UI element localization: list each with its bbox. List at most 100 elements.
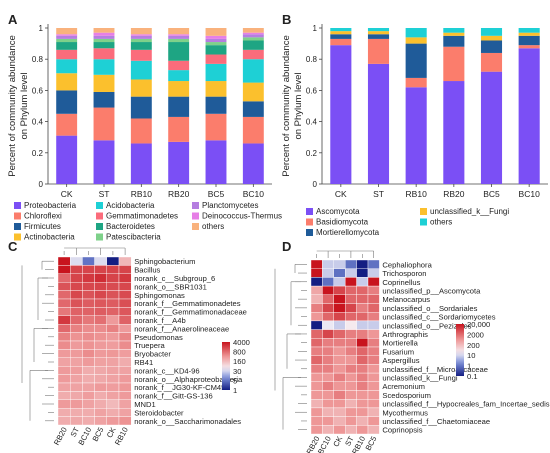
legend-item: Planctomycetes [192, 201, 258, 210]
bar-segment [443, 46, 465, 82]
bar-segment [168, 141, 190, 184]
row-label: norank_f__Gemmatimonadetes [134, 299, 241, 308]
heatmap-cell [118, 315, 132, 325]
heatmap-cell [106, 391, 120, 400]
bar-segment [93, 38, 115, 43]
heatmap-cell [69, 382, 83, 392]
row-label: Coprinellus [382, 278, 420, 287]
heatmap-cell [333, 320, 346, 330]
heatmap-cell [345, 390, 357, 400]
row-label: unclassified_p__Ascomycota [382, 286, 481, 295]
bar-segment [93, 42, 115, 49]
heatmap-cell [118, 265, 132, 274]
heatmap-cell [367, 268, 380, 278]
bar-segment [168, 70, 190, 82]
y-axis-label: Percent of community abundance on Phylum … [281, 35, 304, 177]
row-label: Pseudomonas [134, 333, 183, 342]
heatmap-cell [356, 259, 369, 269]
legend-item: Acidobacteria [96, 201, 155, 210]
heatmap-cell [106, 382, 120, 392]
bar-segment [205, 38, 227, 43]
legend-label: Ascomycota [316, 207, 360, 216]
row-label: Fusarium [382, 347, 414, 356]
bar-segment [205, 42, 227, 46]
row-label: Sphingomonas [134, 291, 185, 300]
heatmap-cell [322, 381, 334, 391]
bar-segment [330, 34, 352, 39]
heatmap-cell [57, 357, 71, 367]
row-label: Coprinopsis [382, 426, 422, 435]
bar-segment [518, 35, 540, 46]
row-label: unclassified_f__Hypocreales_fam_Incertae… [382, 400, 549, 409]
heatmap-cell [356, 372, 369, 383]
heatmap-cell [57, 391, 71, 400]
heatmap-cell [310, 407, 323, 417]
colorbar-tick-label: 1 [467, 362, 471, 371]
heatmap-cell [118, 332, 132, 342]
bar-segment [205, 81, 227, 97]
heatmap-cell [82, 391, 95, 400]
colorbar-tick-label: 2000 [467, 330, 484, 339]
legend-item: others [420, 218, 452, 227]
heatmap-cell [82, 399, 95, 409]
bar-segment [56, 113, 78, 136]
heatmap-cell [345, 320, 357, 330]
legend-swatch [14, 223, 21, 230]
y-tick-label: 0 [39, 180, 44, 189]
heatmap-cell [118, 382, 132, 392]
heatmap-cell [356, 268, 369, 278]
legend-item: others [192, 222, 224, 231]
heatmap-cell [57, 307, 71, 316]
heatmap-cell [94, 399, 107, 409]
heatmap-cell [345, 407, 357, 417]
heatmap-cell [94, 349, 107, 358]
heatmap-cell [69, 256, 83, 266]
bar-segment [518, 48, 540, 184]
heatmap-cell [82, 357, 95, 367]
bar-segment [242, 37, 264, 41]
heatmap-cell [345, 268, 357, 278]
legend-swatch [96, 212, 103, 220]
heatmap-cell [69, 391, 83, 400]
heatmap-cell [322, 329, 334, 339]
heatmap-cell [367, 399, 380, 409]
heatmap-cell [333, 312, 346, 322]
heatmap-cell [333, 294, 346, 304]
heatmap-cell [82, 366, 95, 375]
legend-swatch [96, 223, 103, 230]
heatmap-cell [82, 382, 95, 392]
x-tick-label: RB20 [443, 189, 465, 199]
heatmap-cell [57, 382, 71, 392]
heatmap-cell [322, 294, 334, 304]
bar-segment [168, 60, 190, 71]
heatmap-cell [310, 381, 323, 391]
bar-segment [93, 28, 115, 33]
heatmap-cell [367, 303, 380, 313]
heatmap-cell [367, 277, 380, 287]
x-tick-label: BC5 [208, 189, 225, 199]
heatmap-cell [367, 312, 380, 322]
heatmap-cell [82, 324, 95, 333]
row-label: Melanocarpus [382, 295, 430, 304]
heatmap-cell [322, 338, 334, 348]
heatmap-cell [69, 374, 83, 384]
heatmap-cell [345, 312, 357, 322]
bar-segment [205, 35, 227, 39]
bar-segment [56, 49, 78, 60]
legend-swatch [306, 208, 313, 215]
bar-segment [130, 60, 152, 80]
heatmap-cell [310, 364, 323, 374]
bar-segment [168, 81, 190, 97]
heatmap-cell [356, 364, 369, 374]
bar-segment [367, 38, 390, 64]
heatmap-cell [367, 329, 380, 339]
heatmap-cell [367, 320, 380, 330]
heatmap-cell [356, 425, 369, 435]
bar-segment [242, 28, 264, 33]
y-tick-label: 0.2 [306, 149, 318, 158]
heatmap-cell [356, 407, 369, 417]
legend-swatch [420, 218, 427, 226]
bar-segment [242, 59, 264, 83]
heatmap-cell [322, 355, 334, 365]
heatmap-cell [333, 303, 346, 313]
